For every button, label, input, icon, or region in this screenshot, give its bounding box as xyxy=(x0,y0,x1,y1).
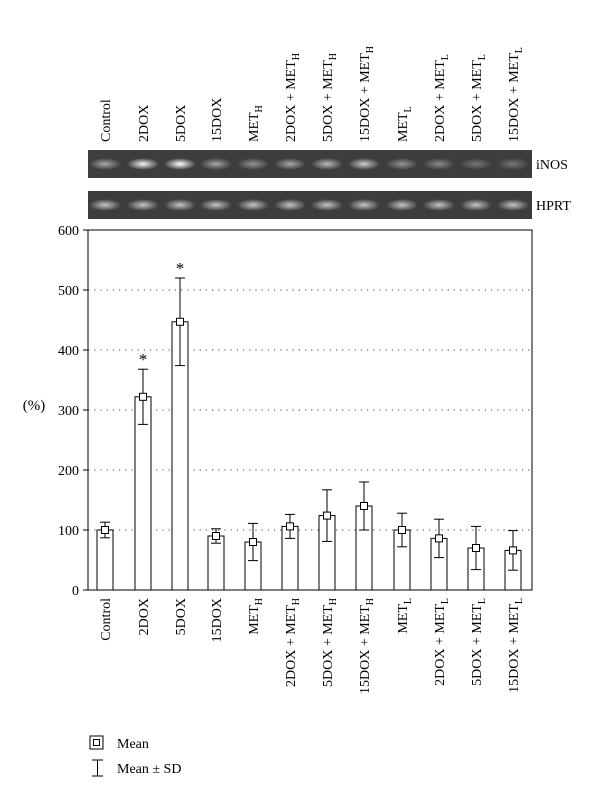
error-bars xyxy=(100,277,518,571)
mean-marker xyxy=(509,546,517,555)
legend: Mean Mean ± SD xyxy=(89,735,181,777)
y-tick-label: 500 xyxy=(58,284,79,299)
legend-sd-label: Mean ± SD xyxy=(117,762,181,777)
gel-strip xyxy=(88,150,532,178)
bars xyxy=(96,321,522,591)
gel-row: HPRT xyxy=(88,191,571,219)
x-tick-label: 15DOX xyxy=(210,598,225,642)
significance-markers: ** xyxy=(139,259,185,369)
gel-lane-labels: Control 2DOX 5DOX 15DOX METH 2DOX + METH 5DOX … xyxy=(99,46,525,142)
gel-band xyxy=(164,158,196,170)
mean-marker xyxy=(101,526,109,534)
mean-marker xyxy=(323,511,331,520)
gel-band xyxy=(237,158,269,170)
gel-band xyxy=(386,158,418,170)
gel-lane-label: 5DOX + METL xyxy=(470,54,488,142)
y-tick-label: 400 xyxy=(58,344,79,359)
bar xyxy=(207,535,225,591)
x-tick-label: 2DOX + METL xyxy=(433,598,451,686)
y-tick-label: 300 xyxy=(58,404,79,419)
gel-band xyxy=(348,199,380,211)
gel-lane-label: 5DOX + METH xyxy=(321,53,339,142)
x-tick-label: 5DOX xyxy=(174,598,189,635)
y-axis: 0 100 200 300 400 500 600 xyxy=(58,224,88,599)
gel-lane-label: METH xyxy=(247,105,265,142)
mean-marker xyxy=(176,317,184,326)
gel-lane-label: METL xyxy=(396,106,414,142)
significance-asterisk: * xyxy=(176,259,185,278)
y-axis-label: (%) xyxy=(23,398,46,414)
x-axis-labels: Control 2DOX 5DOX 15DOX METH 2DOX + METH 5DOX … xyxy=(99,598,525,694)
mean-marker xyxy=(286,522,294,531)
plot-frame xyxy=(87,229,533,591)
gel-band xyxy=(311,158,343,170)
y-tick-label: 100 xyxy=(58,524,79,539)
gel-lane-label: 2DOX + METL xyxy=(433,54,451,142)
y-tick-label: 200 xyxy=(58,464,79,479)
y-tick-label: 600 xyxy=(58,224,79,239)
gel-band xyxy=(274,158,306,170)
mean-marker xyxy=(212,532,220,540)
x-tick-label: 15DOX + METL xyxy=(507,598,525,693)
gel-row-label: iNOS xyxy=(536,158,568,173)
legend-item-mean: Mean xyxy=(89,735,149,752)
gel-lane-label: 15DOX xyxy=(210,98,225,142)
x-tick-label: Control xyxy=(99,598,114,641)
bar xyxy=(134,396,152,591)
gel-band xyxy=(237,199,269,211)
x-tick-label: 15DOX + METH xyxy=(358,598,376,694)
gel-row: iNOS xyxy=(88,150,568,178)
mean-marker xyxy=(472,544,480,552)
gel-band xyxy=(200,158,232,170)
legend-mean-symbol xyxy=(89,735,104,750)
gel-band xyxy=(274,199,306,211)
gel-strip xyxy=(88,191,532,219)
gel-lane-label: 15DOX + METL xyxy=(507,47,525,142)
mean-marker xyxy=(398,526,406,534)
gel-band xyxy=(127,158,159,170)
gel-lane-label: 2DOX xyxy=(137,105,152,142)
legend-item-sd: Mean ± SD xyxy=(92,759,181,777)
gel-band xyxy=(89,158,121,170)
mean-marker xyxy=(435,534,443,543)
y-tick-label: 0 xyxy=(72,584,79,599)
gel-band xyxy=(127,199,159,211)
gel-lane-label: 5DOX xyxy=(174,105,189,142)
gel-image: iNOS HPRT xyxy=(88,150,571,219)
gel-lane-label: 2DOX + METH xyxy=(284,53,302,142)
gel-band xyxy=(386,199,418,211)
mean-markers xyxy=(101,317,517,555)
x-tick-label: METL xyxy=(396,598,414,634)
gel-band xyxy=(460,158,492,170)
gel-band xyxy=(311,199,343,211)
mean-marker xyxy=(360,502,368,510)
x-tick-label: 5DOX + METL xyxy=(470,598,488,686)
gel-band xyxy=(89,199,121,211)
gel-band xyxy=(423,158,455,170)
gel-band xyxy=(348,158,380,170)
x-tick-label: 5DOX + METH xyxy=(321,598,339,687)
significance-asterisk: * xyxy=(139,350,148,369)
bar xyxy=(96,529,114,591)
gel-band xyxy=(460,199,492,211)
gel-lane-label: 15DOX + METH xyxy=(358,46,376,142)
x-tick-label: METH xyxy=(247,598,265,635)
gel-row-label: HPRT xyxy=(536,199,571,214)
legend-mean-symbol-inner xyxy=(93,739,100,746)
x-tick-label: 2DOX + METH xyxy=(284,598,302,687)
gel-lane-label: Control xyxy=(99,99,114,142)
mean-marker xyxy=(139,392,147,401)
gel-band xyxy=(423,199,455,211)
gel-band xyxy=(497,158,529,170)
mean-marker xyxy=(249,538,257,546)
gel-band xyxy=(200,199,232,211)
legend-mean-label: Mean xyxy=(117,737,149,752)
x-tick-label: 2DOX xyxy=(137,598,152,635)
gel-band xyxy=(164,199,196,211)
grid-lines xyxy=(88,289,532,531)
gel-band xyxy=(497,199,529,211)
